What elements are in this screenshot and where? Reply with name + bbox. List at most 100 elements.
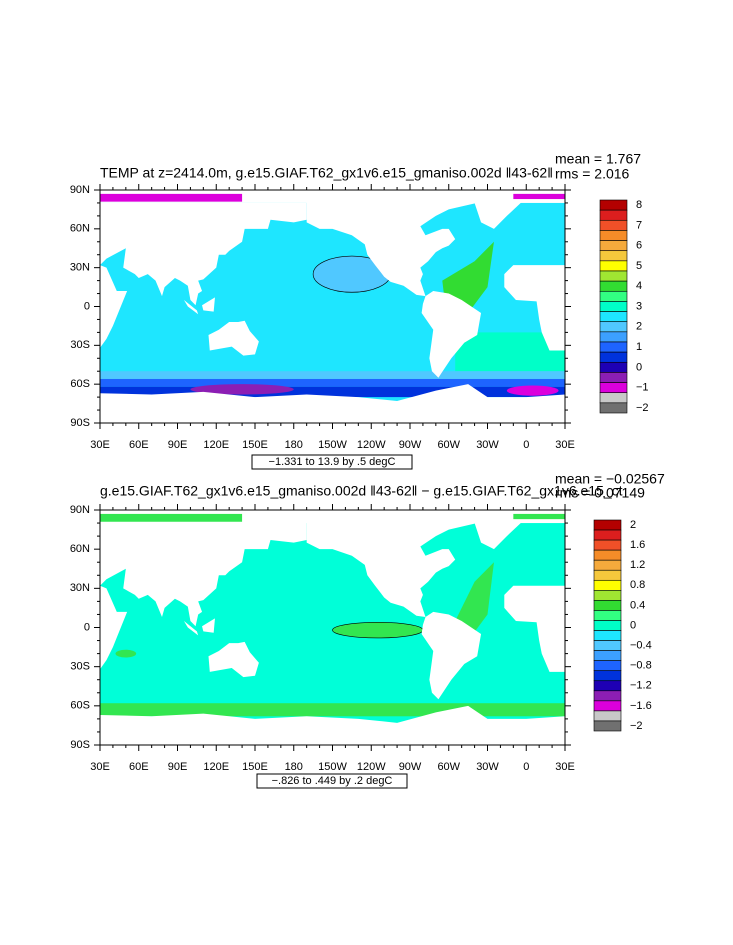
colorbar-box (599, 351, 628, 363)
colorbar-label: −1.6 (630, 700, 652, 712)
lat-label: 90S (70, 739, 90, 751)
lon-label: 150E (242, 761, 268, 773)
lat-label: 90N (70, 504, 90, 516)
lon-label: 120W (357, 439, 386, 451)
lon-label: 30E (555, 439, 575, 451)
lon-label: 30W (476, 439, 499, 451)
lat-label: 60S (70, 700, 90, 712)
lon-label: 150W (318, 439, 347, 451)
colorbar-box (599, 361, 628, 373)
colorbar-label: 5 (636, 260, 642, 272)
colorbar-box (593, 529, 622, 541)
colorbar-box (593, 660, 622, 672)
lat-label: 90N (70, 184, 90, 196)
lon-label: 30W (476, 761, 499, 773)
lat-label: 60S (70, 378, 90, 390)
map-2 (100, 510, 566, 746)
colorbar-box (599, 382, 628, 394)
colorbar-box (593, 710, 622, 722)
colorbar-label: 0 (636, 361, 642, 373)
colorbar-box (599, 402, 628, 414)
colorbar-box (593, 670, 622, 682)
colorbar-box (593, 720, 622, 732)
colorbar-box (599, 331, 628, 343)
colorbar-box (593, 549, 622, 561)
mean-label: mean = −0.02567 (555, 471, 665, 487)
lon-label: 30E (90, 439, 110, 451)
info-box (251, 454, 413, 470)
colorbar-box (593, 680, 622, 692)
rms-label: rms = 0.07149 (555, 485, 645, 501)
colorbar-box (593, 559, 622, 571)
colorbar-label: −1.2 (630, 680, 652, 692)
colorbar-label: −1 (636, 382, 649, 394)
lon-label: 30E (555, 761, 575, 773)
colorbar-box (593, 630, 622, 641)
lon-label: 0 (523, 439, 529, 451)
lon-label: 120E (203, 761, 229, 773)
colorbar-box (599, 341, 628, 353)
colorbar-box (599, 372, 628, 383)
lat-label: 60N (70, 543, 90, 555)
lon-label: 120E (203, 439, 229, 451)
colorbar-label: 1.6 (630, 539, 645, 551)
colorbar-box (593, 590, 622, 601)
lon-label: 180 (285, 439, 303, 451)
info-label: −.826 to .449 by .2 degC (272, 775, 393, 787)
colorbar-label: 0.4 (630, 599, 645, 611)
colorbar-box (599, 209, 628, 221)
lat-label: 90S (70, 417, 90, 429)
colorbar-box (593, 610, 622, 621)
colorbar-label: 3 (636, 300, 642, 312)
colorbar-box (599, 240, 628, 252)
colorbar-box (593, 539, 622, 551)
lat-label: 60N (70, 223, 90, 235)
lon-label: 60E (129, 439, 149, 451)
lon-label: 60W (437, 761, 460, 773)
colorbar-box (593, 640, 622, 651)
lat-label: 30N (70, 582, 90, 594)
colorbar-box (599, 270, 628, 282)
colorbar-label: −2 (630, 720, 643, 732)
colorbar-box (599, 250, 628, 262)
colorbar-label: 2 (636, 321, 642, 333)
colorbar-box (593, 690, 622, 702)
colorbar-label: −0.8 (630, 660, 652, 672)
colorbar-box (599, 290, 628, 302)
colorbar-box (593, 519, 622, 531)
rms-label: rms = 2.016 (555, 166, 630, 182)
info-box (256, 773, 408, 789)
lon-label: 60W (437, 439, 460, 451)
colorbar-box (599, 280, 628, 292)
colorbar-box (593, 650, 622, 661)
lat-label: 30S (70, 661, 90, 673)
colorbar-box (593, 700, 622, 712)
colorbar-label: −2 (636, 402, 649, 414)
lon-label: 60E (129, 761, 149, 773)
lat-label: 30N (70, 262, 90, 274)
colorbar-label: 1 (636, 341, 642, 353)
lon-label: 90W (399, 439, 422, 451)
colorbar-label: 4 (636, 280, 642, 292)
colorbar-box (593, 600, 622, 611)
colorbar-box (599, 392, 628, 404)
colorbar-label: 1.2 (630, 559, 645, 571)
colorbar-box (593, 620, 622, 631)
lon-label: 90E (168, 439, 188, 451)
lon-label: 180 (285, 761, 303, 773)
colorbar-label: 6 (636, 240, 642, 252)
colorbar-box (593, 579, 622, 591)
colorbar-box (599, 199, 628, 211)
colorbar-box (599, 321, 628, 333)
lon-label: 150W (318, 761, 347, 773)
colorbar-box (599, 230, 628, 241)
lon-label: 120W (357, 761, 386, 773)
lon-label: 0 (523, 761, 529, 773)
lon-label: 90E (168, 761, 188, 773)
colorbar-label: 0.8 (630, 579, 645, 591)
lon-label: 90W (399, 761, 422, 773)
lat-label: 0 (84, 621, 90, 633)
colorbar-label: 0 (630, 619, 636, 631)
map-1 (100, 190, 566, 423)
